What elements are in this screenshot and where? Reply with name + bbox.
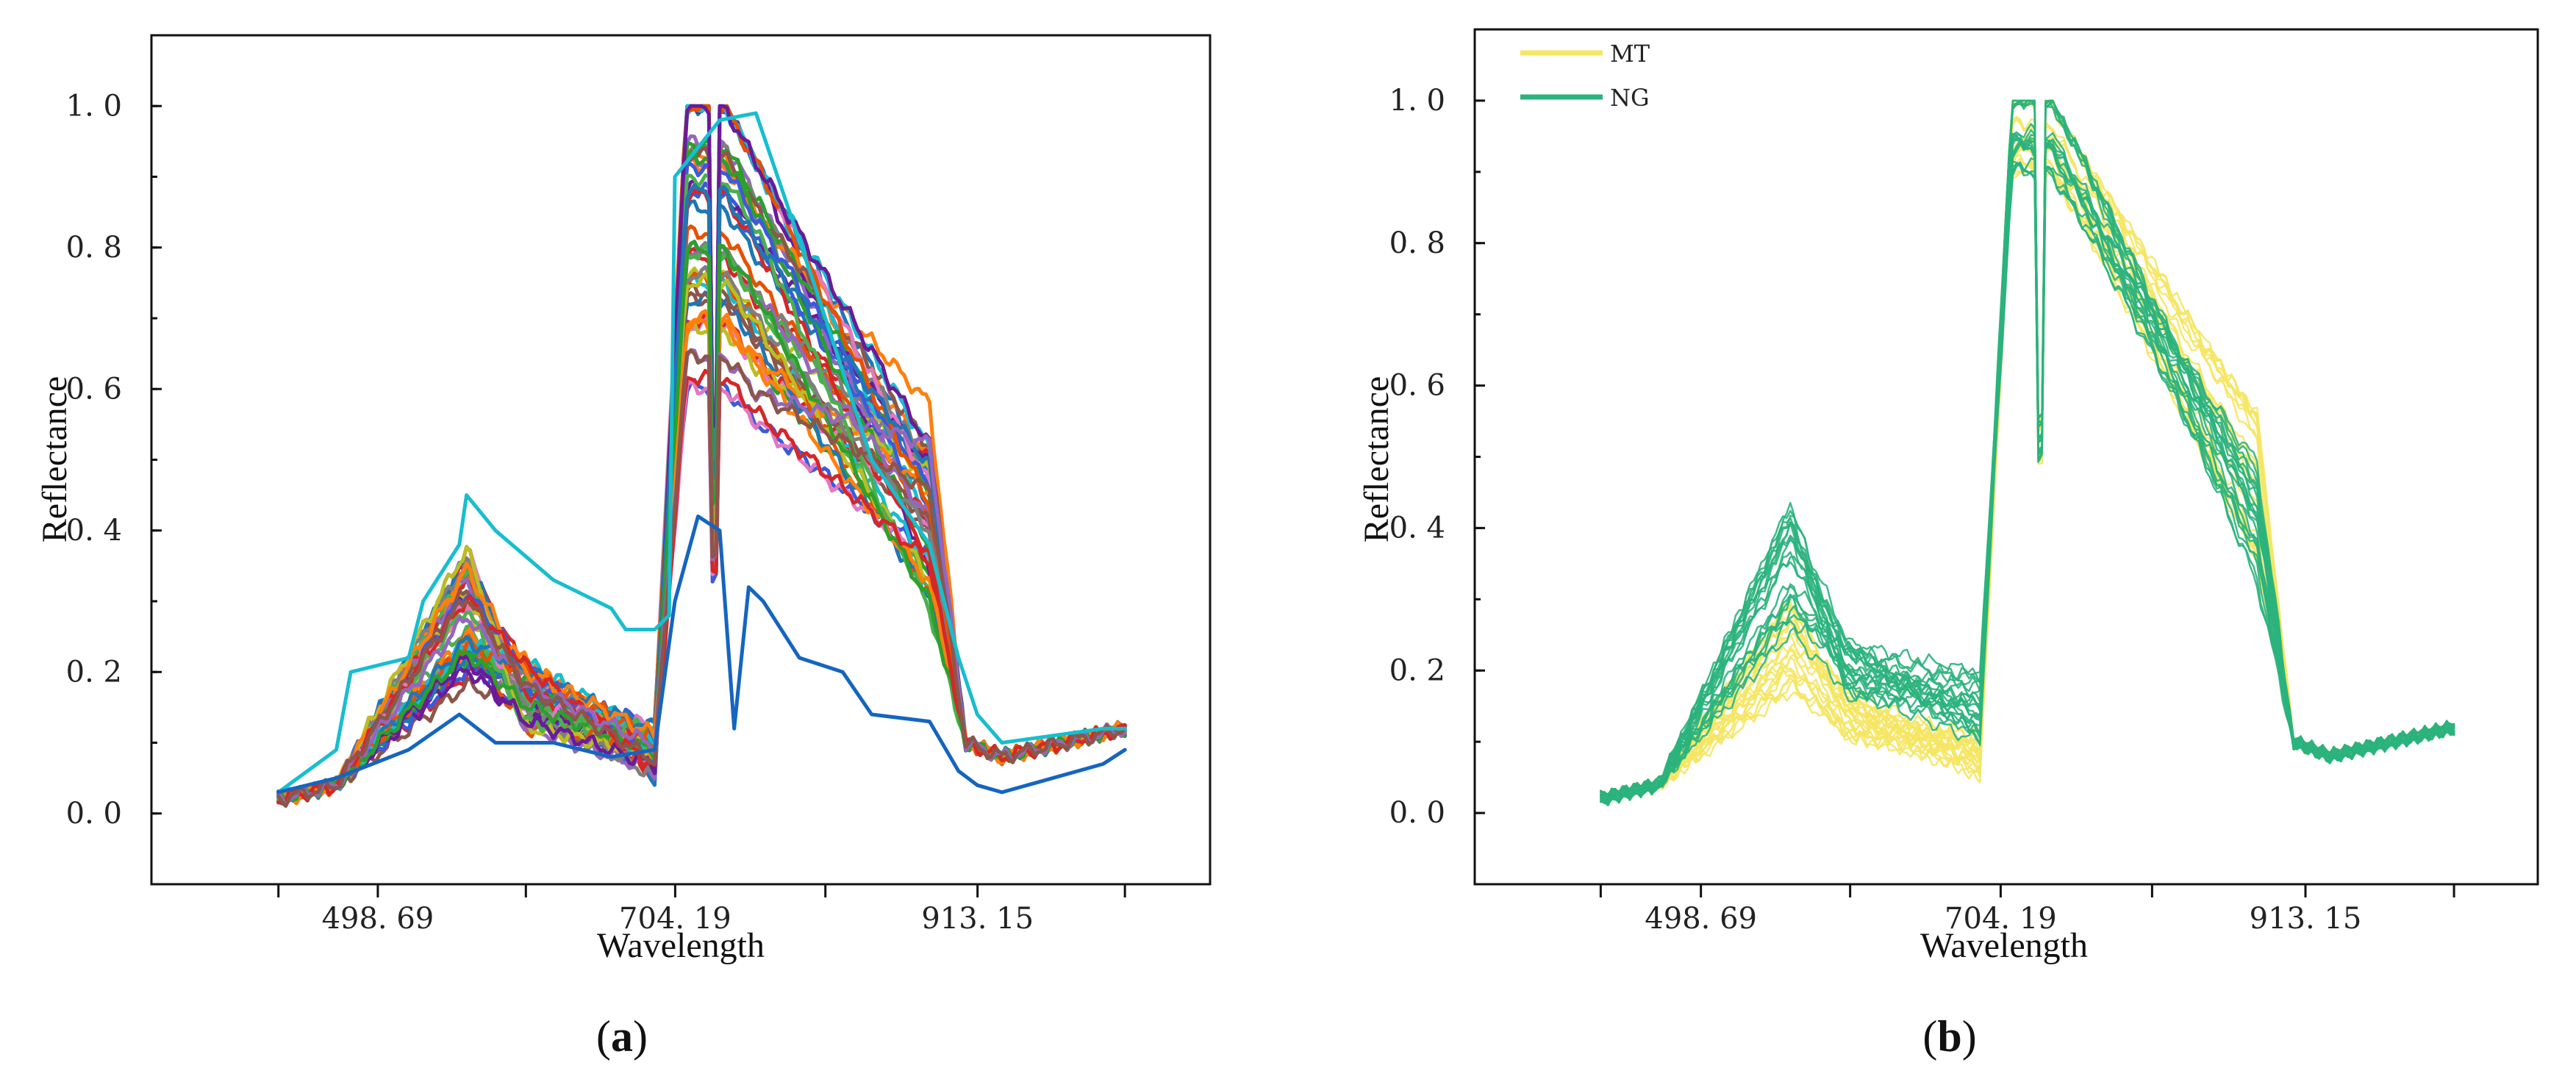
y-tick-label: 0. 0 [1389,796,1445,830]
y-tick-label: 0. 8 [1389,226,1445,260]
y-tick-label: 0. 4 [1389,511,1445,545]
y-tick-label: 1. 0 [66,89,122,123]
panel-b-x-axis: 498. 69 704. 19 913. 15 [1599,884,2455,936]
spectrum-line [276,240,1127,804]
panel-b-y-axis: 0. 0 0. 2 0. 4 0. 6 0. 8 1. 0 [1389,28,1485,886]
spectrum-line [276,379,1127,808]
x-tick-label: 913. 15 [2250,902,2362,936]
y-tick-label: 0. 0 [66,797,122,831]
panel-b-chart: 0. 0 0. 2 0. 4 0. 6 0. 8 1. 0 498. 69 704. 19 9… [1357,28,2539,1061]
panel-b-x-axis-title: Wavelength [1920,926,2088,965]
x-tick-label: 704. 19 [619,902,731,936]
panel-b-legend: MT NG [1520,40,1650,112]
spectrum-outlier-low [276,515,1127,795]
y-tick-label: 0. 4 [66,514,122,548]
spectrum-outlier-high [276,111,1127,795]
spectrum-line [276,320,1127,807]
y-tick-label: 1. 0 [1389,84,1445,118]
panel-b-spectra [1600,99,2455,806]
y-tick-label: 0. 2 [66,655,122,689]
panel-a-caption-letter: a [611,1012,633,1061]
y-tick-label: 0. 2 [1389,653,1445,687]
y-tick-label: 0. 6 [66,372,122,406]
panel-a-x-axis: 498. 69 704. 19 913. 15 [277,884,1126,936]
panel-b-caption-letter: b [1937,1012,1961,1061]
spectrum-line-ng [1600,137,2455,806]
panel-a-chart: 0. 0 0. 2 0. 4 0. 6 0. 8 1. 0 498. 69 704. 19 9… [35,34,1212,1061]
y-tick-label: 0. 8 [66,231,122,265]
spectrum-line [276,318,1127,806]
y-tick-label: 0. 6 [1389,369,1445,403]
x-tick-label: 498. 69 [322,902,434,936]
panel-a-x-axis-title: Wavelength [597,926,765,965]
spectrum-line-ng [1600,161,2455,802]
legend-label-mt: MT [1610,40,1650,68]
x-tick-label: 913. 15 [921,902,1034,936]
spectrum-line [276,348,1127,808]
panel-a-y-axis-title: Reflectance [35,376,74,543]
panel-a-caption: (a) [596,1012,648,1061]
panel-b-caption: (b) [1922,1012,1976,1061]
panel-a-y-axis: 0. 0 0. 2 0. 4 0. 6 0. 8 1. 0 [66,34,162,886]
panel-a-spectra [276,104,1127,808]
x-tick-label: 498. 69 [1645,902,1757,936]
panel-b-plot-frame [1473,28,2539,886]
x-tick-label: 704. 19 [1944,902,2057,936]
spectrum-line [276,271,1127,806]
spectrum-line-ng [1600,99,2455,803]
spectrum-line-mt [1600,157,2455,802]
panel-b-y-axis-title: Reflectance [1357,376,1396,543]
legend-label-ng: NG [1610,84,1650,112]
